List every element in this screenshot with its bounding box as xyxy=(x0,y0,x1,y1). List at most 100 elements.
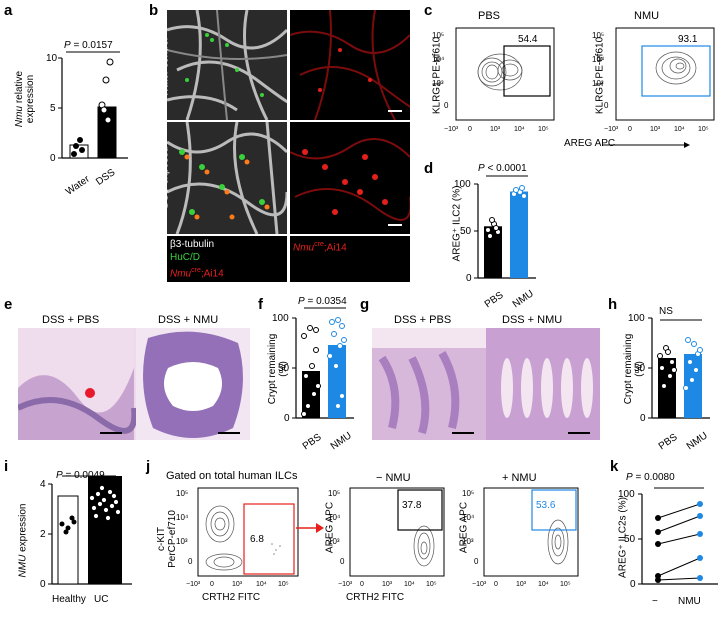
svg-text:0: 0 xyxy=(466,273,472,284)
i-bar-healthy xyxy=(57,495,79,585)
svg-text:10³: 10³ xyxy=(432,79,444,88)
panel-a-pvalue: P = 0.0157 xyxy=(64,40,113,51)
b-micrograph-water-red xyxy=(290,10,410,120)
a-xlabel-water: Water xyxy=(64,173,92,197)
panel-k-label: k xyxy=(610,458,619,475)
a-ytick-5: 5 xyxy=(50,103,56,114)
panel-a-label: a xyxy=(4,2,13,19)
svg-text:50: 50 xyxy=(624,534,636,545)
svg-text:10⁵: 10⁵ xyxy=(462,489,474,498)
c-title-nmu: NMU xyxy=(634,10,660,22)
svg-text:10⁴: 10⁴ xyxy=(538,581,549,588)
svg-text:0: 0 xyxy=(474,557,479,566)
b-micrograph-dss-merge xyxy=(167,122,287,234)
svg-text:10⁵: 10⁵ xyxy=(278,581,289,588)
svg-text:−10³: −10³ xyxy=(444,126,459,133)
j-title-plus: + NMU xyxy=(502,472,537,484)
panel-i-label: i xyxy=(4,458,9,475)
b-row1-label: Water control xyxy=(159,37,171,98)
svg-text:PBS: PBS xyxy=(657,432,680,453)
panel-h-label: h xyxy=(608,296,618,313)
j-plot-minus-nmu: 10⁵ 10⁴ 10³ 0 37.8 −10³ 0 10³ 10⁴ 10⁵ xyxy=(328,487,445,588)
j-xlabel-mid: CRTH2 FITC xyxy=(346,592,405,603)
i-ylabel: NMU expression xyxy=(17,503,29,578)
svg-text:−10³: −10³ xyxy=(186,581,201,588)
j-plot-plus-nmu: 10⁵ 10⁴ 10³ 0 53.6 −10³ 0 10³ 10⁴ 10⁵ xyxy=(462,487,579,588)
b-legend-red: Nmucre;Ai14 xyxy=(290,236,410,282)
a-point xyxy=(79,147,85,153)
d-pvalue: P < 0.0001 xyxy=(478,163,527,174)
panel-c-label: c xyxy=(424,2,433,19)
g-title-nmu: DSS + NMU xyxy=(502,314,563,326)
a-point xyxy=(77,137,83,143)
h-chart: 100 50 0 PBS NMU xyxy=(628,313,710,453)
j-gate-title: Gated on total human ILCs xyxy=(166,470,298,482)
svg-text:0: 0 xyxy=(188,557,193,566)
b-micrograph-water-merge xyxy=(167,10,287,120)
a-point xyxy=(104,116,112,124)
svg-text:10⁵: 10⁵ xyxy=(592,31,604,40)
svg-text:PBS: PBS xyxy=(301,432,324,453)
e-title-pbs: DSS + PBS xyxy=(42,314,100,326)
svg-text:50: 50 xyxy=(634,363,646,374)
k-pvalue: P = 0.0080 xyxy=(626,472,675,483)
svg-text:0: 0 xyxy=(604,101,609,110)
a-point xyxy=(73,143,79,149)
svg-text:NMU: NMU xyxy=(685,430,710,452)
svg-text:10³: 10³ xyxy=(176,537,188,546)
b-micrograph-dss-red xyxy=(290,122,410,234)
svg-text:10⁵: 10⁵ xyxy=(538,126,549,133)
svg-text:10⁴: 10⁴ xyxy=(176,513,189,522)
svg-text:NMU: NMU xyxy=(329,430,354,452)
svg-text:10⁵: 10⁵ xyxy=(698,126,709,133)
svg-text:NMU: NMU xyxy=(678,596,701,607)
panel-a-ylabel: Nmu relative expression xyxy=(14,70,36,128)
svg-text:10⁴: 10⁴ xyxy=(404,581,415,588)
d-bar-nmu xyxy=(510,191,528,278)
c-value-pbs: 54.4 xyxy=(518,34,538,45)
svg-text:100: 100 xyxy=(628,313,645,324)
svg-text:Healthy: Healthy xyxy=(52,594,86,605)
svg-text:10⁴: 10⁴ xyxy=(432,55,445,64)
f-chart: 100 50 0 PBS NMU xyxy=(272,307,354,453)
svg-text:0: 0 xyxy=(210,581,214,588)
d-bar-pbs xyxy=(484,226,502,278)
svg-text:0: 0 xyxy=(40,579,46,590)
a-point xyxy=(100,106,108,114)
b-legend-merge: β3-tubulin HuC/D Nmucre;Ai14 xyxy=(167,236,287,282)
panel-g-label: g xyxy=(360,296,370,313)
b-legend-nmu: Nmucre;Ai14 xyxy=(170,267,224,280)
svg-text:0: 0 xyxy=(444,101,449,110)
svg-text:10³: 10³ xyxy=(328,537,340,546)
svg-text:0: 0 xyxy=(628,126,632,133)
svg-text:100: 100 xyxy=(618,489,635,500)
svg-text:50: 50 xyxy=(460,226,472,237)
a-xlabel-dss: DSS xyxy=(94,167,117,188)
j-title-minus: − NMU xyxy=(376,472,411,484)
panel-b-label: b xyxy=(149,2,159,19)
svg-text:0: 0 xyxy=(468,126,472,133)
svg-text:10³: 10³ xyxy=(490,126,501,133)
i-chart: 4 2 0 Healthy UC xyxy=(40,475,132,605)
svg-text:0: 0 xyxy=(640,413,646,424)
svg-text:−10³: −10³ xyxy=(604,126,619,133)
svg-text:−10³: −10³ xyxy=(338,581,353,588)
svg-text:10³: 10³ xyxy=(650,126,661,133)
svg-text:UC: UC xyxy=(94,594,108,605)
svg-text:0: 0 xyxy=(494,581,498,588)
f-bar-nmu xyxy=(328,345,346,418)
e-histology xyxy=(18,328,250,440)
svg-text:NMU: NMU xyxy=(511,288,536,310)
j-gate-value: 6.8 xyxy=(250,534,264,545)
svg-text:4: 4 xyxy=(40,479,46,490)
svg-text:10⁵: 10⁵ xyxy=(560,581,571,588)
svg-text:10⁴: 10⁴ xyxy=(674,126,685,133)
svg-text:−10³: −10³ xyxy=(472,581,487,588)
panel-d-label: d xyxy=(424,160,434,177)
c-plot-pbs: 10⁵ 10⁴ 10³ 0 54.4 −10³ 0 10³ 10⁴ 10⁵ xyxy=(432,27,555,133)
b-legend-tubulin: β3-tubulin xyxy=(170,239,215,250)
c-title-pbs: PBS xyxy=(478,10,501,22)
svg-text:10⁵: 10⁵ xyxy=(328,489,340,498)
panel-f-label: f xyxy=(258,296,263,313)
e-title-nmu: DSS + NMU xyxy=(158,314,219,326)
